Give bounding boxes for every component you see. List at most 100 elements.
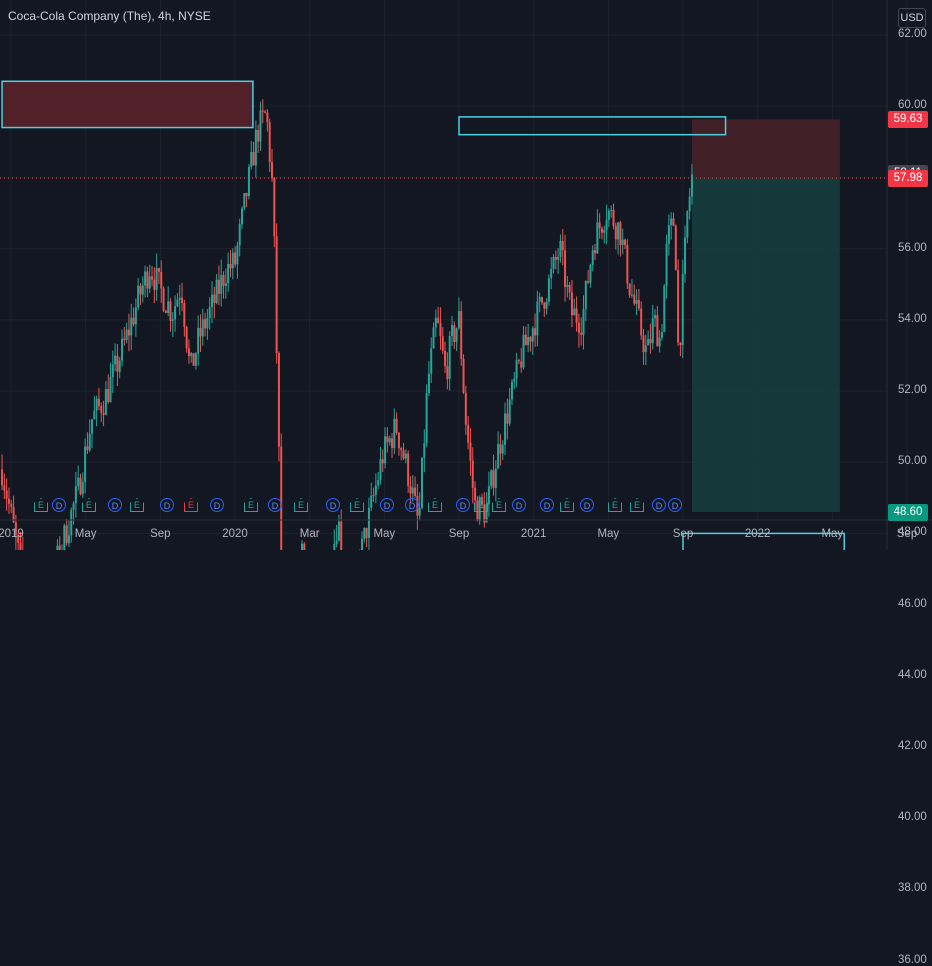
event-marker-label: D (163, 501, 171, 511)
candle-body (425, 393, 428, 444)
candle-body (12, 506, 15, 523)
price-tick: 54.00 (898, 312, 927, 325)
candle-body (651, 318, 654, 344)
candle-body (337, 521, 340, 541)
candle-body (224, 283, 227, 286)
dividend-marker[interactable]: D (540, 498, 554, 512)
candle-body (268, 122, 271, 163)
dividend-marker[interactable]: D (268, 498, 282, 512)
candle-body (446, 366, 449, 379)
candle-body (607, 210, 610, 221)
candle-body (206, 318, 209, 329)
candle-body (254, 129, 257, 166)
event-marker-label: D (271, 501, 279, 511)
candle-body (261, 110, 264, 112)
earnings-marker[interactable]: E (184, 498, 198, 512)
dividend-marker[interactable]: D (380, 498, 394, 512)
earnings-marker[interactable]: E (560, 498, 574, 512)
earnings-marker[interactable]: E (428, 498, 442, 512)
candle-body (561, 240, 564, 251)
candle-body (665, 243, 668, 286)
candle-body (575, 308, 578, 323)
earnings-marker[interactable]: E (350, 498, 364, 512)
candle-body (247, 166, 250, 197)
candle-body (577, 322, 580, 333)
candle-body (633, 294, 636, 304)
candle-body (132, 317, 135, 325)
candle-body (437, 317, 440, 323)
candle-body (372, 494, 375, 496)
candle-body (591, 250, 594, 266)
candle-body (377, 479, 380, 486)
candle-body (559, 240, 562, 257)
earnings-marker[interactable]: E (34, 498, 48, 512)
candle-body (72, 503, 75, 510)
candle-body (688, 196, 691, 212)
chart-title: Coca-Cola Company (The), 4h, NYSE (8, 9, 211, 23)
candle-body (167, 301, 170, 314)
supply-demand-zone (682, 532, 846, 550)
candle-body (5, 490, 8, 499)
earnings-marker[interactable]: E (130, 498, 144, 512)
candle-body (250, 152, 253, 167)
candle-body (658, 337, 661, 347)
candle-body (144, 271, 147, 286)
dividend-marker[interactable]: D (326, 498, 340, 512)
candle-body (448, 336, 451, 379)
dividend-marker[interactable]: D (668, 498, 682, 512)
candle-body (642, 335, 645, 353)
candle-body (596, 222, 599, 254)
candle-body (469, 442, 472, 461)
time-tick: 2021 (520, 528, 547, 540)
candle-body (303, 543, 306, 550)
price-tick: 36.00 (898, 953, 927, 966)
candle-body (543, 302, 546, 309)
candle-body (517, 360, 520, 362)
candle-body (649, 339, 652, 344)
candle-body (677, 270, 680, 343)
currency-button[interactable]: USD (898, 8, 926, 28)
candle-body (109, 377, 112, 402)
earnings-marker[interactable]: E (474, 498, 488, 512)
earnings-marker[interactable]: E (294, 498, 308, 512)
candle-body (647, 339, 650, 346)
candle-body (434, 317, 437, 328)
dividend-marker[interactable]: D (652, 498, 666, 512)
candle-body (370, 495, 373, 508)
earnings-marker[interactable]: E (244, 498, 258, 512)
dividend-marker[interactable]: D (580, 498, 594, 512)
time-tick: May (74, 528, 97, 540)
earnings-marker[interactable]: E (492, 498, 506, 512)
dividend-marker[interactable]: D (160, 498, 174, 512)
event-marker-label: E (353, 500, 360, 510)
event-marker-label: E (85, 500, 92, 510)
candle-body (617, 222, 620, 240)
event-marker-label: E (633, 500, 640, 510)
earnings-marker[interactable]: E (630, 498, 644, 512)
price-tick: 44.00 (898, 668, 927, 681)
event-marker-label: D (111, 501, 119, 511)
candle-body (637, 299, 640, 309)
candle-body (594, 250, 597, 254)
candle-body (153, 279, 156, 290)
candle-body (185, 326, 188, 349)
supply-demand-zone (1, 80, 254, 129)
candle-body (395, 418, 398, 433)
candle-body (584, 281, 587, 310)
candles (1, 99, 693, 550)
candle-body (400, 448, 403, 451)
price-chart[interactable] (0, 0, 932, 550)
candle-body (178, 297, 181, 300)
dividend-marker[interactable]: D (108, 498, 122, 512)
earnings-marker[interactable]: E (82, 498, 96, 512)
candle-body (492, 470, 495, 488)
dividend-marker[interactable]: D (52, 498, 66, 512)
candle-body (70, 509, 73, 536)
earnings-marker[interactable]: E (608, 498, 622, 512)
dividend-marker[interactable]: D (210, 498, 224, 512)
event-marker-label: D (459, 501, 467, 511)
candle-body (418, 507, 421, 516)
dividend-marker[interactable]: D (512, 498, 526, 512)
dividend-marker[interactable]: D (456, 498, 470, 512)
dividend-marker[interactable]: D (405, 498, 419, 512)
